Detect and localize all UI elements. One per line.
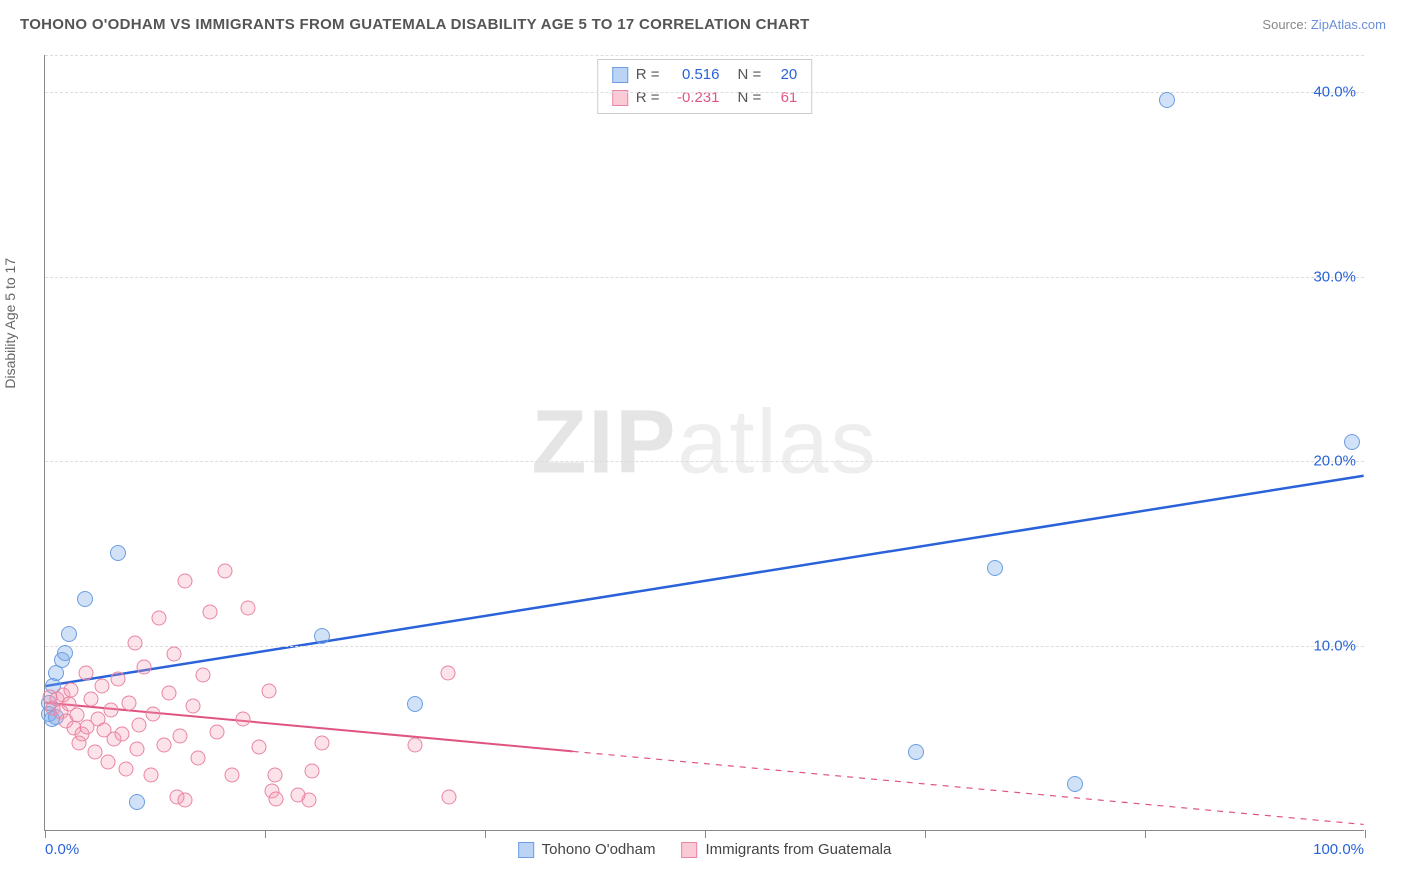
source-label: Source: bbox=[1262, 17, 1307, 32]
data-point-guatemala bbox=[110, 671, 125, 686]
y-tick-label: 30.0% bbox=[1313, 268, 1356, 285]
data-point-guatemala bbox=[441, 789, 456, 804]
data-point-guatemala bbox=[122, 695, 137, 710]
x-tick bbox=[1145, 830, 1146, 838]
gridline bbox=[45, 461, 1364, 462]
data-point-tohono bbox=[314, 628, 330, 644]
data-point-guatemala bbox=[167, 647, 182, 662]
data-point-guatemala bbox=[146, 706, 161, 721]
gridline bbox=[45, 646, 1364, 647]
data-point-guatemala bbox=[225, 767, 240, 782]
data-point-guatemala bbox=[209, 725, 224, 740]
data-point-guatemala bbox=[407, 738, 422, 753]
swatch-blue-icon bbox=[518, 842, 534, 858]
data-point-guatemala bbox=[269, 791, 284, 806]
data-point-guatemala bbox=[131, 717, 146, 732]
data-point-guatemala bbox=[217, 564, 232, 579]
data-point-guatemala bbox=[267, 767, 282, 782]
source-attribution: Source: ZipAtlas.com bbox=[1262, 17, 1386, 32]
x-tick bbox=[265, 830, 266, 838]
data-point-guatemala bbox=[440, 665, 455, 680]
data-point-guatemala bbox=[162, 686, 177, 701]
data-point-guatemala bbox=[64, 682, 79, 697]
data-point-guatemala bbox=[127, 636, 142, 651]
data-point-guatemala bbox=[94, 678, 109, 693]
y-axis-label: Disability Age 5 to 17 bbox=[2, 258, 18, 389]
data-point-tohono bbox=[908, 744, 924, 760]
data-point-guatemala bbox=[236, 712, 251, 727]
data-point-guatemala bbox=[137, 660, 152, 675]
y-tick-label: 20.0% bbox=[1313, 453, 1356, 470]
data-point-guatemala bbox=[191, 750, 206, 765]
x-tick bbox=[925, 830, 926, 838]
x-tick-label: 0.0% bbox=[45, 841, 79, 858]
data-point-guatemala bbox=[78, 665, 93, 680]
data-point-guatemala bbox=[177, 573, 192, 588]
watermark: ZIPatlas bbox=[531, 391, 877, 494]
data-point-tohono bbox=[77, 591, 93, 607]
data-point-tohono bbox=[129, 794, 145, 810]
gridline bbox=[45, 277, 1364, 278]
gridline bbox=[45, 55, 1364, 56]
stats-row-series2: R = -0.231 N = 61 bbox=[612, 87, 798, 110]
data-point-guatemala bbox=[104, 702, 119, 717]
data-point-guatemala bbox=[143, 767, 158, 782]
data-point-guatemala bbox=[251, 739, 266, 754]
data-point-guatemala bbox=[88, 745, 103, 760]
x-tick-label: 100.0% bbox=[1313, 841, 1364, 858]
data-point-guatemala bbox=[241, 601, 256, 616]
swatch-blue-icon bbox=[612, 67, 628, 83]
source-link[interactable]: ZipAtlas.com bbox=[1311, 17, 1386, 32]
data-point-tohono bbox=[1344, 434, 1360, 450]
data-point-tohono bbox=[407, 696, 423, 712]
data-point-guatemala bbox=[114, 726, 129, 741]
bottom-legend: Tohono O'odham Immigrants from Guatemala bbox=[518, 841, 892, 858]
data-point-guatemala bbox=[302, 793, 317, 808]
stats-legend-box: R = 0.516 N = 20 R = -0.231 N = 61 bbox=[597, 59, 813, 114]
data-point-guatemala bbox=[203, 604, 218, 619]
swatch-pink-icon bbox=[681, 842, 697, 858]
x-tick bbox=[705, 830, 706, 838]
data-point-guatemala bbox=[315, 736, 330, 751]
data-point-tohono bbox=[987, 560, 1003, 576]
data-point-guatemala bbox=[262, 684, 277, 699]
data-point-guatemala bbox=[156, 738, 171, 753]
data-point-tohono bbox=[110, 545, 126, 561]
x-tick bbox=[45, 830, 46, 838]
data-point-guatemala bbox=[130, 741, 145, 756]
data-point-guatemala bbox=[172, 728, 187, 743]
data-point-guatemala bbox=[304, 763, 319, 778]
x-tick bbox=[485, 830, 486, 838]
data-point-tohono bbox=[1159, 92, 1175, 108]
legend-item-series2: Immigrants from Guatemala bbox=[681, 841, 891, 858]
data-point-guatemala bbox=[118, 762, 133, 777]
stats-row-series1: R = 0.516 N = 20 bbox=[612, 64, 798, 87]
x-tick bbox=[1365, 830, 1366, 838]
data-point-guatemala bbox=[196, 667, 211, 682]
y-tick-label: 40.0% bbox=[1313, 83, 1356, 100]
data-point-tohono bbox=[61, 626, 77, 642]
chart-title: TOHONO O'ODHAM VS IMMIGRANTS FROM GUATEM… bbox=[20, 16, 810, 33]
data-point-guatemala bbox=[185, 699, 200, 714]
plot-area: ZIPatlas R = 0.516 N = 20 R = -0.231 N =… bbox=[44, 55, 1364, 831]
data-point-tohono bbox=[1067, 776, 1083, 792]
data-point-guatemala bbox=[84, 691, 99, 706]
data-point-guatemala bbox=[101, 754, 116, 769]
y-tick-label: 10.0% bbox=[1313, 638, 1356, 655]
trend-line-tohono bbox=[45, 476, 1363, 686]
data-point-guatemala bbox=[177, 793, 192, 808]
legend-item-series1: Tohono O'odham bbox=[518, 841, 656, 858]
data-point-tohono bbox=[57, 645, 73, 661]
trend-line-dashed-guatemala bbox=[573, 751, 1364, 824]
data-point-guatemala bbox=[151, 610, 166, 625]
